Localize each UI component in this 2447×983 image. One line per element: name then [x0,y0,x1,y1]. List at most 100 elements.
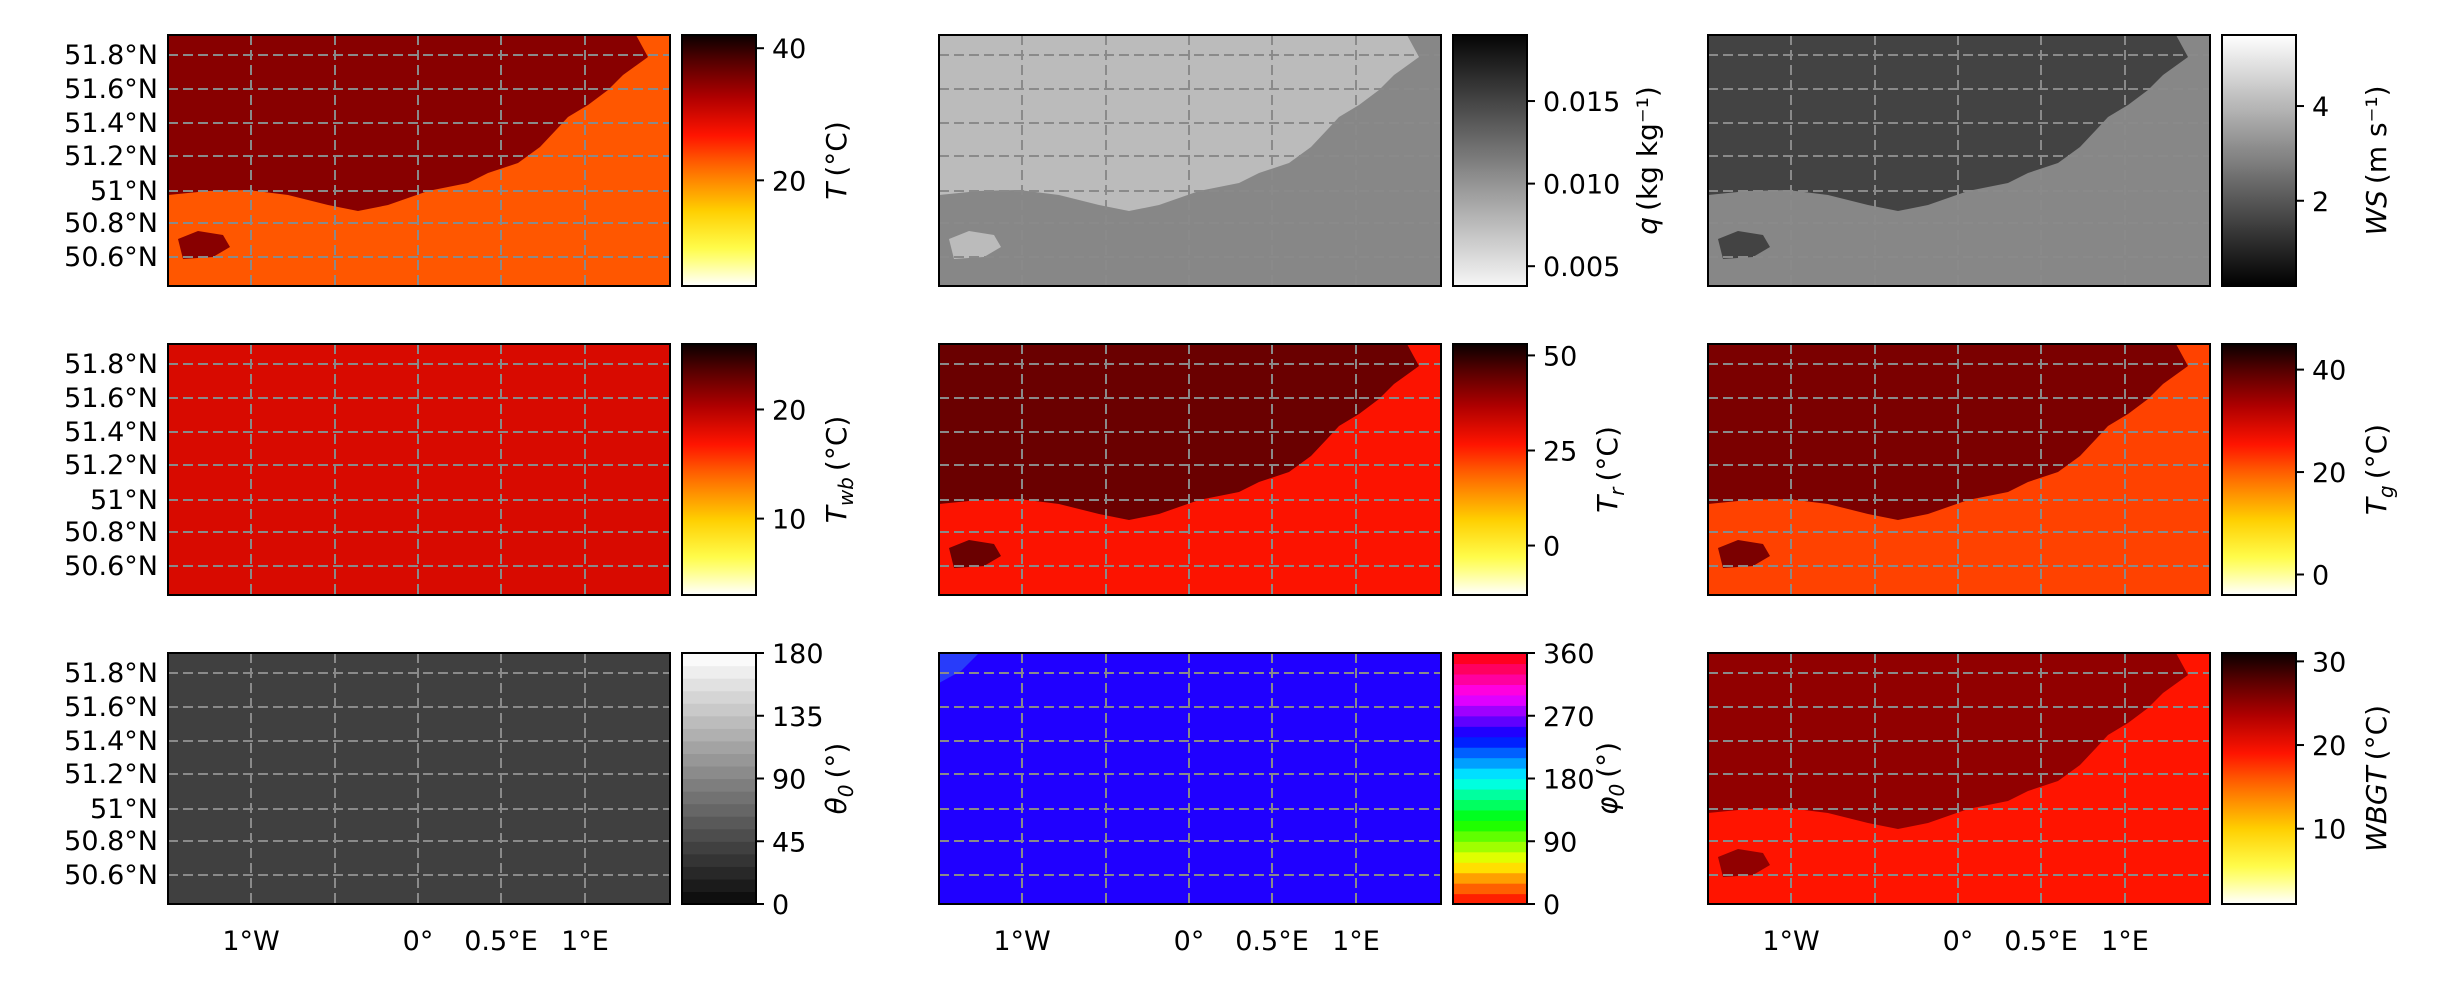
colorbar-step [1453,694,1527,706]
colorbar-tick-label: 40 [772,34,806,65]
lon-tick-label: 1°W [993,926,1050,957]
colorbar-step [1453,663,1527,675]
lon-tick-label: 1°W [1762,926,1819,957]
colorbar-tick-label: 20 [2312,731,2346,762]
colorbar-step [682,803,756,817]
colorbar-tick-label: 135 [772,702,824,733]
colorbar-gradient [1453,35,1527,286]
colorbar-label-unit: (°C) [820,121,853,176]
lat-tick-label: 51.6°N [64,74,158,105]
map-frame [167,34,671,287]
lon-tick-label: 0.5°E [1235,926,1309,957]
island-field [1718,231,1770,259]
colorbar-label: Tr (°C) [1591,426,1629,513]
colorbar-step [682,715,756,729]
colorbar-tick-label: 25 [1543,436,1577,467]
island-field [1718,849,1770,877]
colorbar-step [1453,778,1527,790]
lat-tick-label: 50.6°N [64,551,158,582]
colorbar-step [1453,862,1527,874]
colorbar-label-unit: (°C) [2360,424,2393,479]
map-frame [938,652,1442,905]
corner-patch [939,653,979,683]
map-phi0 [939,653,1441,904]
colorbar-step [1453,883,1527,895]
colorbar-tick-label: 0 [1543,890,1560,921]
lon-tick-label: 0° [403,926,434,957]
colorbar-label-main: T [820,504,853,523]
colorbar-tick-label: 20 [772,395,806,426]
colorbar-tick-label: 10 [772,505,806,536]
colorbar-frame [1452,343,1528,596]
colorbar-label-unit: (°) [1591,742,1624,778]
lat-tick-label: 50.8°N [64,517,158,548]
colorbar-label: Twb (°C) [820,416,858,524]
map-tr [939,344,1441,595]
colorbar-step [682,878,756,893]
colorbar-frame [1452,34,1528,287]
island-field [178,231,230,259]
colorbar-step [1453,684,1527,696]
lat-tick-label: 51.8°N [64,349,158,380]
colorbar-step [682,778,756,792]
island-field [949,540,1001,568]
panel-tr: 50 25 0 Tr (°C) [938,341,1629,596]
colorbar-label-sub: 0 [834,784,858,797]
lon-tick-label: 0° [1174,926,1205,957]
lat-tick-label: 51.2°N [64,759,158,790]
lat-tick-label: 51.4°N [64,726,158,757]
colorbar-step [1453,830,1527,842]
colorbar-label: q (kg kg⁻¹) [1631,86,1664,235]
colorbar-label-main: φ [1591,796,1624,815]
colorbar-tick-label: 20 [772,166,806,197]
lon-tick-label: 0° [1943,926,1974,957]
colorbar-step [682,853,756,867]
colorbar-step [682,816,756,830]
colorbar-label: T (°C) [820,121,853,200]
colorbar-step [1453,673,1527,685]
panel-ws: 4 2 WS (m s⁻¹) [1707,34,2393,287]
panel-t: 51.8°N51.6°N51.4°N51.2°N 51°N50.8°N50.6°N… [64,34,853,287]
map-frame [938,343,1442,596]
colorbar-gradient [682,35,756,286]
map-t [168,35,670,286]
panel-theta0: 51.8°N51.6°N51.4°N51.2°N 51°N50.8°N50.6°N… [64,639,858,957]
colorbar-tick-label: 40 [2312,356,2346,387]
lon-tick-label: 1°E [2101,926,2149,957]
colorbar-step [682,828,756,842]
colorbar-tick-label: 0 [772,890,789,921]
panel-grid: 51.8°N51.6°N51.4°N51.2°N51°N50.8°N50.6°N… [64,34,2398,957]
colorbar-tick-label: 50 [1543,341,1577,372]
colorbar-tick-label: 4 [2312,92,2329,123]
colorbar-step [1453,747,1527,759]
colorbar-tick-label: 180 [772,639,824,670]
lat-tick-label: 51.6°N [64,383,158,414]
colorbar-step [682,678,756,692]
colorbar-label-sub: wb [834,477,858,506]
lat-tick-label: 50.8°N [64,208,158,239]
colorbar-step [1453,736,1527,748]
colorbar-tg: 40 20 0 Tg (°C) [2221,343,2398,596]
colorbar-tick-label: 2 [2312,187,2329,218]
colorbar-gradient [2222,35,2296,286]
colorbar-twb: 20 10 Twb (°C) [681,343,858,596]
lat-tick-label: 51.8°N [64,40,158,71]
colorbar-tick-label: 180 [1543,765,1595,796]
lon-tick-label: 1°E [1332,926,1380,957]
colorbar-label-unit: (°) [820,743,853,779]
colorbar-step [1453,757,1527,769]
lat-tick-label: 50.8°N [64,826,158,857]
map-frame [938,34,1442,287]
lat-tick-label: 51.2°N [64,450,158,481]
colorbar-gradient [682,344,756,595]
map-theta0 [168,653,670,904]
colorbar-step [682,740,756,754]
colorbar-step [682,891,756,905]
lat-tick-label: 51.8°N [64,658,158,689]
map-q [939,35,1441,286]
colorbar-gradient [2222,653,2296,904]
colorbar-step [1453,820,1527,832]
colorbar-label-main: q [1631,217,1664,235]
lat-tick-label: 50.6°N [64,242,158,273]
